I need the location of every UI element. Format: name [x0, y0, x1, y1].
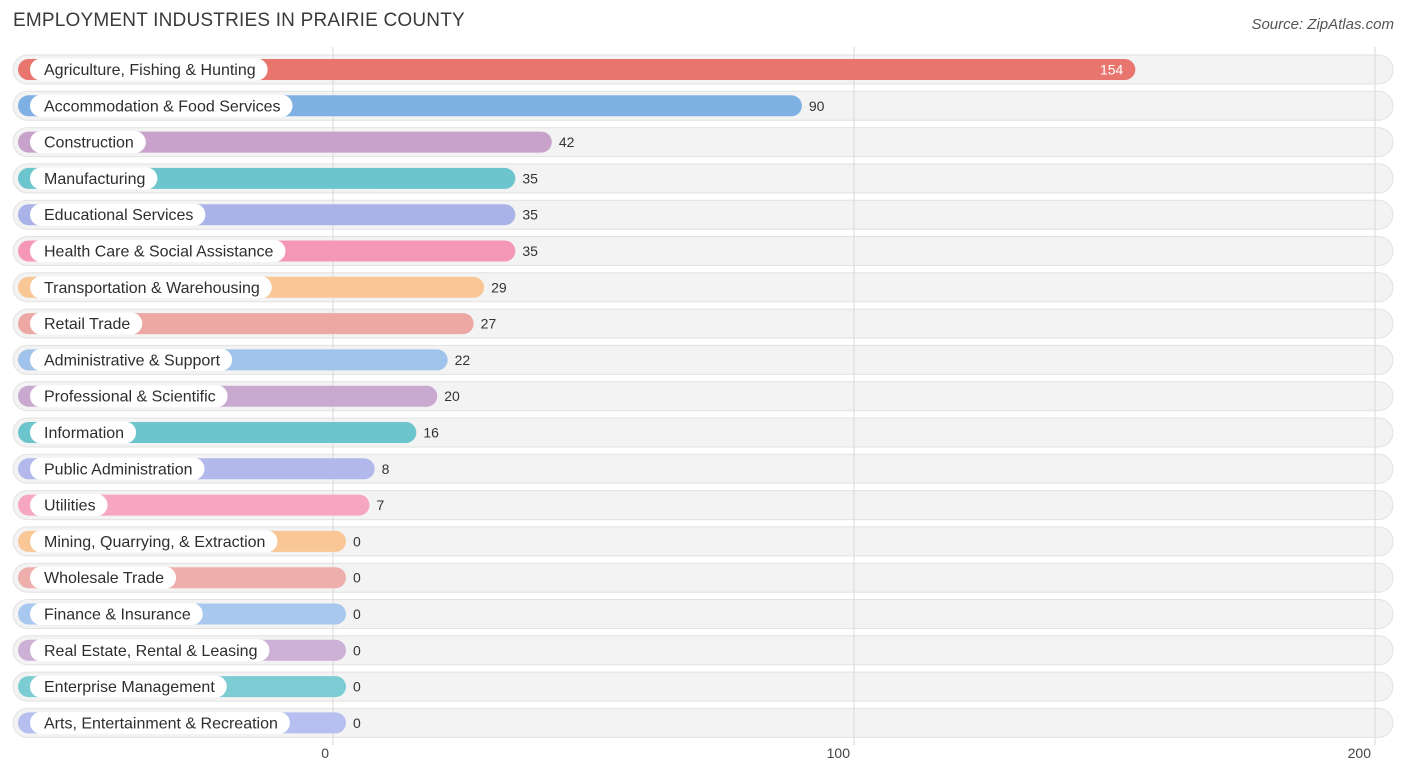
category-label: Administrative & Support [30, 348, 233, 371]
x-tick-label: 200 [1348, 745, 1372, 761]
value-label: 35 [522, 170, 538, 186]
label-pill [30, 457, 205, 480]
category-label: Construction [30, 131, 146, 154]
label-pill [30, 675, 227, 698]
category-label: Mining, Quarrying, & Extraction [30, 530, 278, 553]
value-label: 35 [522, 207, 538, 223]
label-pill [30, 348, 233, 371]
value-label: 16 [423, 425, 439, 441]
category-label: Health Care & Social Assistance [30, 240, 286, 262]
category-label-text: Manufacturing [44, 171, 145, 188]
category-label-text: Professional & Scientific [44, 389, 216, 406]
label-pill [30, 566, 177, 589]
category-label: Arts, Entertainment & Recreation [30, 711, 290, 734]
value-label: 7 [376, 497, 384, 513]
value-label: 42 [559, 134, 575, 150]
label-pill [30, 494, 108, 517]
row-track [12, 562, 1394, 593]
category-label-text: Transportation & Warehousing [44, 280, 260, 297]
category-label-text: Mining, Quarrying, & Extraction [44, 534, 265, 551]
category-label-text: Finance & Insurance [44, 607, 191, 624]
label-pill [30, 312, 143, 335]
value-label: 154 [1100, 62, 1124, 78]
label-pill [30, 203, 206, 226]
label-pill [30, 131, 146, 154]
row-track [12, 635, 1394, 666]
category-label: Retail Trade [30, 312, 143, 335]
value-label: 0 [353, 570, 361, 586]
chart-title: EMPLOYMENT INDUSTRIES IN PRAIRIE COUNTY [13, 10, 465, 31]
category-label-text: Enterprise Management [44, 679, 215, 696]
category-label-text: Real Estate, Rental & Leasing [44, 643, 257, 660]
category-label: Educational Services [30, 203, 206, 226]
label-pill [30, 276, 272, 299]
category-label-text: Wholesale Trade [44, 570, 164, 587]
category-label-text: Arts, Entertainment & Recreation [44, 715, 278, 732]
category-label-text: Construction [44, 135, 134, 152]
label-pill [30, 58, 268, 81]
row-track [12, 671, 1394, 702]
label-pill [30, 240, 286, 262]
category-label: Information [30, 421, 137, 444]
category-label-text: Accommodation & Food Services [44, 98, 281, 115]
label-pill [30, 167, 158, 190]
category-label: Accommodation & Food Services [30, 94, 293, 117]
category-label: Professional & Scientific [30, 385, 228, 408]
label-pill [30, 603, 203, 625]
bar [18, 131, 552, 153]
category-label-text: Health Care & Social Assistance [44, 244, 274, 261]
category-label: Enterprise Management [30, 675, 227, 698]
value-label: 27 [481, 316, 497, 332]
category-label: Finance & Insurance [30, 603, 203, 625]
label-pill [30, 94, 293, 117]
value-label: 0 [353, 642, 361, 658]
label-pill [30, 530, 278, 553]
category-label-text: Public Administration [44, 461, 193, 478]
source-note: Source: ZipAtlas.com [1251, 16, 1394, 33]
category-label: Utilities [30, 494, 108, 517]
category-label-text: Information [44, 425, 124, 442]
value-label: 35 [522, 243, 538, 259]
bar [18, 59, 1136, 80]
category-label: Public Administration [30, 457, 205, 480]
value-label: 0 [353, 715, 361, 731]
category-label: Real Estate, Rental & Leasing [30, 639, 270, 662]
label-pill [30, 385, 228, 408]
category-label-text: Administrative & Support [44, 352, 221, 369]
x-tick-label: 100 [827, 745, 851, 761]
value-label: 90 [809, 98, 825, 114]
value-label: 8 [382, 461, 390, 477]
row-track [12, 707, 1394, 738]
label-pill [30, 421, 137, 444]
category-label-text: Utilities [44, 498, 96, 515]
value-label: 0 [353, 606, 361, 622]
row-track [12, 599, 1394, 629]
category-label-text: Retail Trade [44, 316, 130, 333]
row-track [12, 526, 1394, 557]
label-pill [30, 639, 270, 662]
value-label: 29 [491, 279, 507, 295]
category-label-text: Agriculture, Fishing & Hunting [44, 62, 256, 79]
value-label: 20 [444, 388, 460, 404]
category-label: Manufacturing [30, 167, 158, 190]
x-tick-label: 0 [321, 745, 329, 761]
category-label: Agriculture, Fishing & Hunting [30, 58, 268, 81]
value-label: 0 [353, 679, 361, 695]
label-pill [30, 711, 290, 734]
value-label: 0 [353, 533, 361, 549]
category-label-text: Educational Services [44, 207, 193, 224]
value-label: 22 [455, 352, 471, 368]
category-label: Wholesale Trade [30, 566, 177, 589]
category-label: Transportation & Warehousing [30, 276, 272, 299]
